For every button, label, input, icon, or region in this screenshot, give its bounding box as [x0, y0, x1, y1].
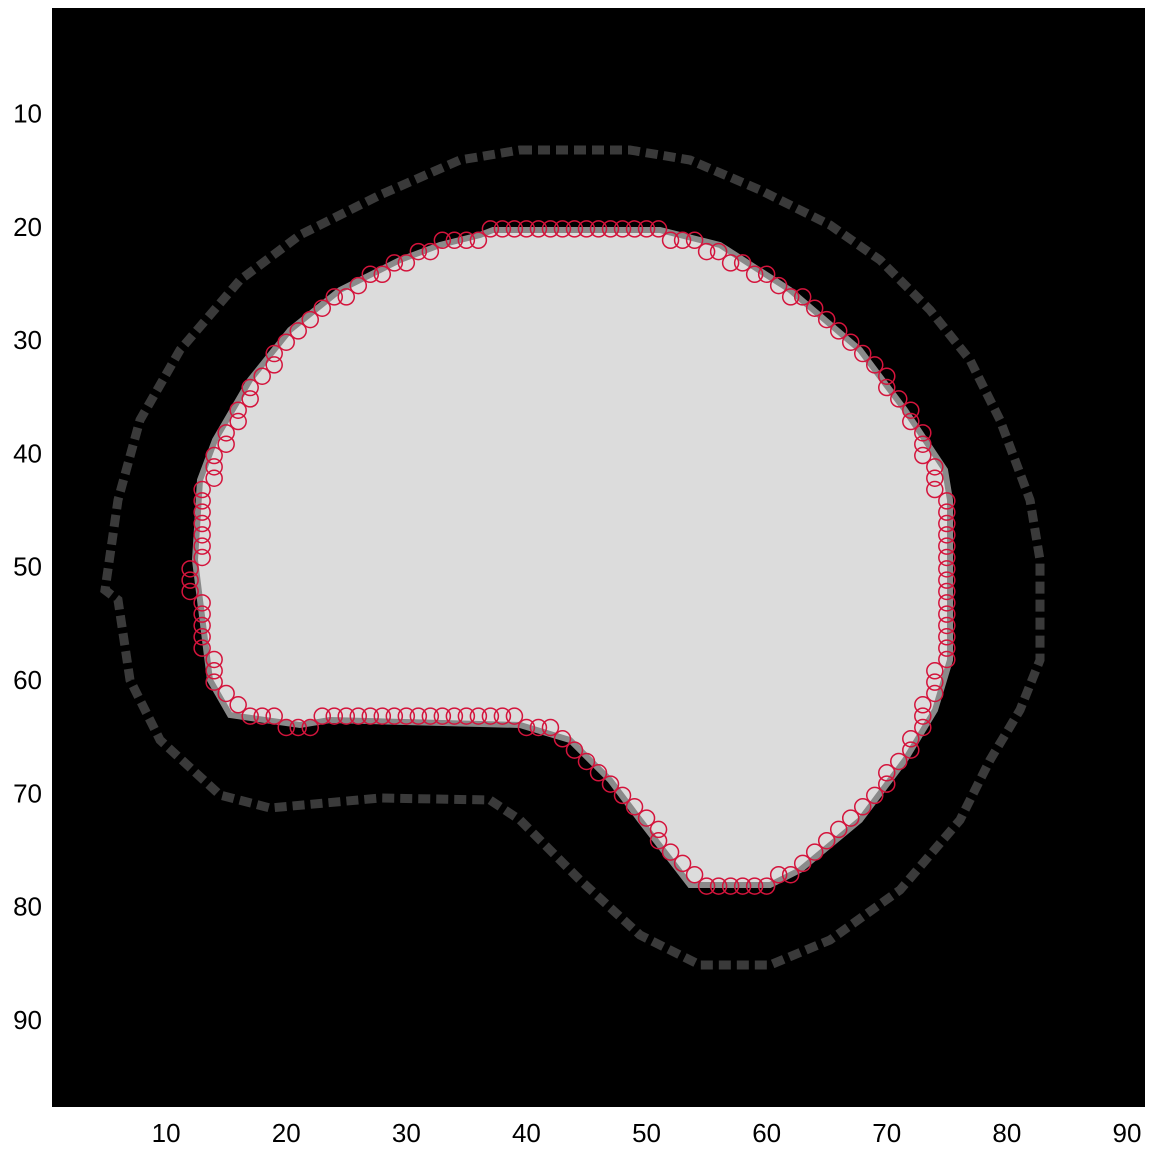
x-tick-label: 50 — [632, 1118, 661, 1148]
chart: 10 20 30 40 50 60 70 80 90 10 20 30 40 50 60 70 80 90 — [0, 0, 1156, 1152]
x-tick-label: 90 — [1113, 1118, 1142, 1148]
y-tick-label: 20 — [13, 212, 42, 242]
y-tick-label: 80 — [13, 892, 42, 922]
y-tick-label: 60 — [13, 665, 42, 695]
x-tick-label: 40 — [512, 1118, 541, 1148]
y-tick-label: 90 — [13, 1005, 42, 1035]
y-tick-label: 50 — [13, 552, 42, 582]
x-tick-label: 10 — [152, 1118, 181, 1148]
x-tick-label: 20 — [272, 1118, 301, 1148]
y-tick-label: 10 — [13, 99, 42, 129]
y-tick-label: 30 — [13, 325, 42, 355]
y-tick-label: 70 — [13, 778, 42, 808]
x-tick-label: 70 — [872, 1118, 901, 1148]
page: 102030405060708090102030405060708090 (()… — [0, 0, 1156, 1152]
x-tick-label: 80 — [992, 1118, 1021, 1148]
y-tick-label: 40 — [13, 438, 42, 468]
x-tick-label: 30 — [392, 1118, 421, 1148]
x-tick-label: 60 — [752, 1118, 781, 1148]
